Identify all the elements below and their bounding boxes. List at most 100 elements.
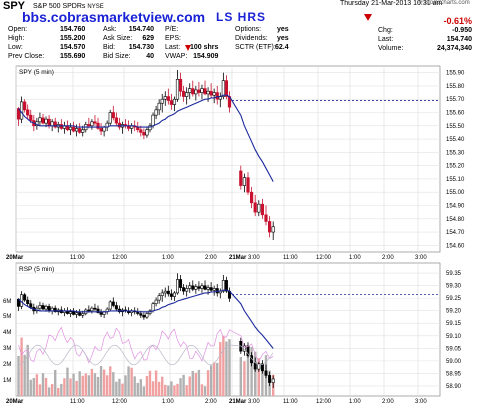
rsp-candle-body	[194, 286, 198, 290]
quote-col-4-values: yes yes 62.4	[275, 25, 289, 52]
rsp-candle-body	[75, 312, 79, 315]
rsp-candle-body	[264, 370, 268, 376]
quote-high-value: 155.200	[60, 35, 86, 42]
rsp-moving-average-line	[18, 289, 274, 349]
quote-bidsize-label: Bid Size:	[103, 53, 131, 60]
quote-high-label: High:	[8, 35, 25, 42]
volume-bar	[188, 376, 191, 396]
x-tick-label: 21Mar	[229, 399, 247, 405]
volume-bar	[167, 385, 170, 396]
quote-dividends-label: Dividends:	[235, 35, 268, 42]
candle-body	[29, 114, 33, 121]
quote-chg-label: Chg:	[378, 27, 393, 34]
rsp-candle-body	[203, 285, 207, 290]
volume-bar	[54, 369, 57, 396]
rsp-candle-body	[154, 299, 158, 304]
volume-bar	[41, 373, 45, 396]
volume-bar	[81, 375, 84, 396]
quote-options-value: yes	[276, 26, 289, 33]
candle-body	[23, 101, 27, 111]
candle-body	[114, 117, 118, 124]
x-tick-label: 2:00	[205, 255, 217, 261]
y-tick-label: 58.95	[446, 371, 462, 377]
volume-bar	[63, 378, 66, 396]
volume-bar	[47, 387, 51, 396]
rsp-candle-body	[166, 290, 170, 295]
volume-bar	[130, 367, 133, 396]
volume-bar	[66, 367, 69, 396]
candle-body	[271, 226, 275, 233]
volume-tick-label: 6M	[3, 299, 11, 305]
volume-bar	[32, 378, 36, 396]
volume-bar	[35, 374, 39, 396]
volume-bar	[90, 368, 94, 396]
volume-bar	[225, 341, 228, 396]
volume-bar	[185, 385, 188, 396]
volume-bar	[161, 376, 164, 396]
rsp-candle-body	[145, 313, 149, 318]
candle-body	[108, 112, 112, 124]
rsp-candle-body	[176, 279, 180, 294]
quote-low-value: 154.570	[60, 44, 86, 51]
quote-vwap-label: VWAP:	[165, 53, 188, 60]
volume-bar	[50, 384, 54, 396]
volume-bar	[17, 356, 20, 396]
quote-prevclose-value: 155.690	[60, 53, 86, 60]
volume-bar	[212, 362, 216, 396]
x-tick-label: 12:00	[112, 399, 128, 405]
candle-body	[102, 126, 106, 132]
candle-body	[194, 89, 198, 95]
quote-volume-value: 24,374,340	[436, 45, 472, 52]
volume-bar	[75, 380, 78, 396]
candle-body	[169, 100, 173, 105]
rsp-candle-body	[114, 305, 118, 310]
quote-eps-label: EPS:	[165, 35, 181, 42]
volume-bar	[209, 365, 213, 396]
x-tick-label: 3:00	[248, 399, 260, 405]
volume-bar	[170, 381, 173, 396]
rsp-candle-body	[23, 294, 27, 301]
quote-ask-label: Ask:	[103, 26, 117, 33]
candle-body	[221, 80, 225, 97]
rsp-candle-body	[87, 309, 91, 312]
volume-bar	[102, 369, 106, 396]
volume-bar	[69, 378, 72, 396]
rsp-candle-body	[72, 311, 76, 315]
quote-col-1: Open: High: Low: Prev Close:	[8, 25, 44, 61]
volume-bar	[121, 383, 124, 396]
rsp-candle-body	[26, 299, 30, 304]
volume-tick-label: 5M	[3, 314, 11, 320]
quote-sctr-value: 62.4	[275, 44, 289, 51]
volume-bar	[105, 375, 109, 396]
rsp-candle-body	[169, 293, 173, 297]
rsp-candle-body	[96, 308, 100, 313]
y-tick-label: 59.15	[446, 321, 462, 327]
y-tick-label: 155.70	[446, 97, 465, 103]
rsp-candle-body	[93, 307, 97, 310]
volume-bar	[127, 366, 130, 396]
rsp-candle-body	[157, 295, 161, 301]
volume-bar	[206, 370, 210, 396]
volume-bar	[197, 369, 201, 396]
rsp-candle-body	[41, 305, 45, 310]
rsp-candle-body	[257, 363, 261, 370]
brand-logo: © StockCharts.com	[418, 0, 470, 6]
x-tick-label: 12:00	[316, 255, 332, 261]
candle-body	[175, 78, 180, 100]
candle-body	[145, 129, 149, 136]
quote-pe-label: P/E:	[165, 26, 179, 33]
candle-body	[206, 90, 210, 95]
rsp-candle-body	[160, 292, 164, 296]
candle-body	[139, 129, 143, 133]
candle-body	[78, 128, 82, 133]
candle-body	[65, 125, 70, 131]
x-tick-label: 12:00	[316, 399, 332, 405]
volume-bar	[228, 339, 231, 396]
volume-bar	[133, 376, 136, 396]
candle-body	[260, 203, 265, 216]
rsp-candle-body	[81, 313, 85, 316]
x-tick-label: 1:00	[349, 399, 361, 405]
volume-bar	[246, 351, 250, 396]
candle-body	[188, 88, 192, 93]
rsp-candle-body	[206, 287, 210, 290]
